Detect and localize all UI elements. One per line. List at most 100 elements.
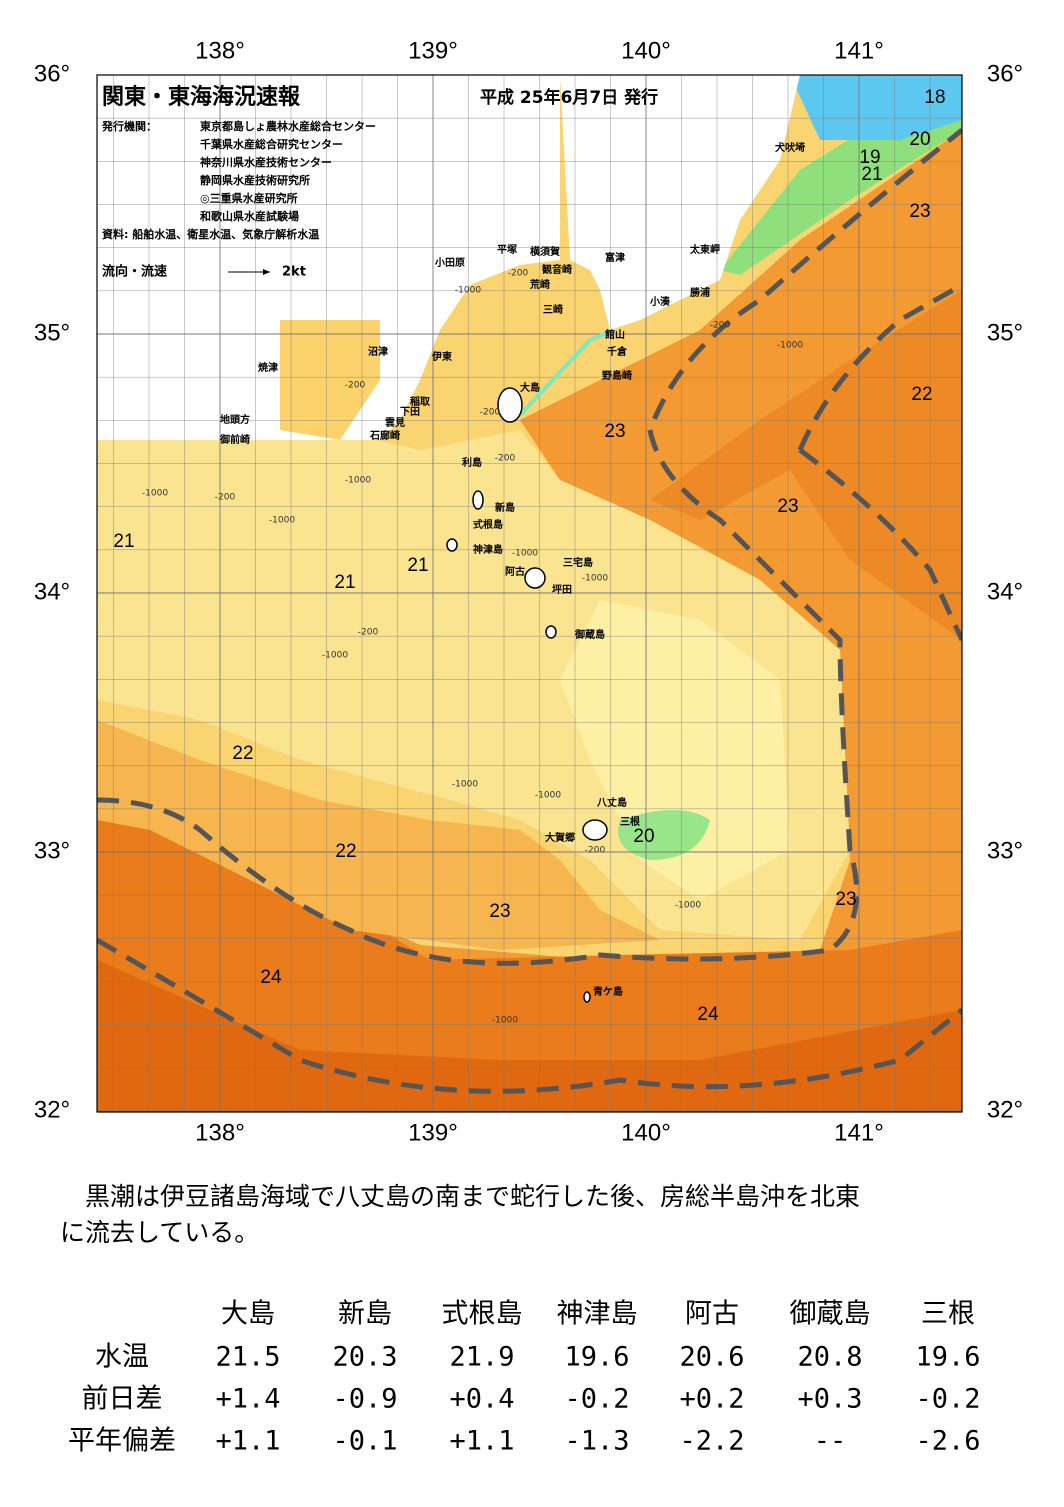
lat-label: 35° (34, 319, 70, 346)
depth-label: -1000 (455, 286, 481, 296)
place-name: 平塚 (497, 243, 517, 256)
place-name: 横須賀 (530, 245, 560, 258)
depth-label: -1000 (345, 476, 371, 486)
isotherm-label: 20 (633, 826, 654, 847)
place-name: 犬吠埼 (775, 141, 805, 154)
legend-label: 流向・流速 (102, 264, 167, 280)
depth-label: -1000 (675, 901, 701, 911)
lon-label: 138° (195, 37, 245, 64)
lon-label: 141° (834, 37, 884, 64)
isotherm-label: 21 (861, 164, 882, 185)
lat-label: 32° (34, 1096, 70, 1123)
isotherm-label: 24 (260, 967, 282, 988)
row-header: 水温 (95, 1342, 149, 1373)
place-name: 小湊 (649, 295, 671, 308)
table-cell: +1.1 (449, 1426, 514, 1457)
lon-label: 140° (621, 37, 671, 64)
table-cell: +0.2 (679, 1384, 744, 1415)
issue-date: 平成 25年6月7日 発行 (480, 87, 658, 108)
table-cell: 20.8 (797, 1342, 862, 1373)
table-cell: 19.6 (564, 1342, 629, 1373)
depth-label: -200 (585, 846, 606, 856)
table-cell: 21.5 (215, 1342, 280, 1373)
lat-label: 33° (987, 837, 1023, 864)
place-name: 式根島 (473, 518, 503, 531)
lon-label: 141° (834, 1119, 884, 1146)
table-header: 神津島 (557, 1299, 638, 1330)
place-name: 稲取 (410, 395, 431, 408)
row-header: 平年偏差 (68, 1426, 176, 1457)
place-name: 沼津 (368, 345, 388, 358)
issuer: 和歌山県水産試験場 (200, 209, 299, 223)
table-cell: -1.3 (564, 1426, 629, 1457)
place-name: 大島 (520, 381, 540, 394)
isotherm-label: 22 (335, 841, 356, 862)
isotherm-label: 21 (407, 555, 428, 576)
place-name: 新島 (495, 501, 515, 514)
isotherm-label: 24 (697, 1004, 719, 1025)
place-name: 野島崎 (602, 369, 632, 382)
isotherm-label: 19 (859, 147, 880, 168)
place-name: 青ケ島 (593, 985, 623, 998)
place-name: 大賀郷 (545, 831, 575, 844)
place-name: 館山 (604, 328, 625, 341)
table-cell: +1.4 (215, 1384, 280, 1415)
place-name: 御蔵島 (574, 628, 605, 641)
depth-label: -1000 (269, 516, 295, 526)
isotherm-label: 18 (924, 87, 945, 108)
lat-label: 34° (34, 578, 70, 605)
table-header: 御蔵島 (790, 1299, 871, 1330)
table-cell: -0.2 (915, 1384, 980, 1415)
depth-label: -1000 (512, 549, 538, 559)
isotherm-label: 23 (835, 889, 856, 910)
depth-label: -1000 (142, 489, 168, 499)
place-name: 石廊崎 (369, 429, 400, 442)
place-name: 観音崎 (542, 263, 572, 276)
place-name: 富津 (605, 251, 625, 264)
place-name: 坪田 (552, 583, 572, 596)
table-cell: +0.4 (449, 1384, 514, 1415)
depth-label: -200 (345, 381, 366, 391)
depth-label: -200 (508, 269, 529, 279)
place-name: 地頭方 (220, 413, 250, 426)
lat-label: 33° (34, 837, 70, 864)
issuer: 千葉県水産総合研究センター (200, 137, 343, 151)
place-name: 小田原 (434, 256, 465, 269)
place-name: 御前崎 (219, 433, 250, 446)
place-name: 神津島 (473, 543, 503, 556)
lat-label: 35° (987, 319, 1023, 346)
place-name: 三根 (620, 815, 640, 828)
lat-label: 36° (34, 60, 70, 87)
issuer: ◎三重県水産研究所 (200, 191, 298, 205)
lat-label: 32° (987, 1096, 1023, 1123)
place-name: 三宅島 (563, 556, 593, 569)
place-name: 三崎 (543, 303, 563, 316)
table-cell: 19.6 (915, 1342, 980, 1373)
place-name: 勝浦 (690, 286, 710, 299)
issuer: 静岡県水産技術研究所 (200, 173, 310, 187)
place-name: 千倉 (607, 345, 628, 358)
issuer: 神奈川県水産技術センター (200, 155, 332, 169)
isotherm-label: 23 (777, 496, 798, 517)
map-title: 関東・東海海況速報 (102, 84, 301, 110)
issuers-label: 発行機関： (101, 119, 157, 133)
table-cell: -2.6 (915, 1426, 980, 1457)
isotherm-label: 20 (909, 129, 930, 150)
depth-label: -200 (215, 493, 236, 503)
source: 資料: 船舶水温、衛星水温、気象庁解析水温 (102, 227, 319, 241)
table-header: 式根島 (442, 1299, 523, 1330)
depth-label: -1000 (452, 780, 478, 790)
table-header: 阿古 (685, 1299, 739, 1330)
depth-label: -200 (710, 321, 731, 331)
table-cell: -0.1 (332, 1426, 397, 1457)
table-header: 三根 (921, 1299, 975, 1330)
grid (97, 75, 962, 1112)
place-name: 伊東 (431, 350, 452, 363)
sea-temperature-map (97, 75, 962, 1112)
table-cell: -2.2 (679, 1426, 744, 1457)
depth-label: -200 (358, 628, 379, 638)
depth-label: -200 (495, 454, 516, 464)
isotherm-label: 22 (232, 743, 253, 764)
depth-label: -1000 (322, 651, 348, 661)
